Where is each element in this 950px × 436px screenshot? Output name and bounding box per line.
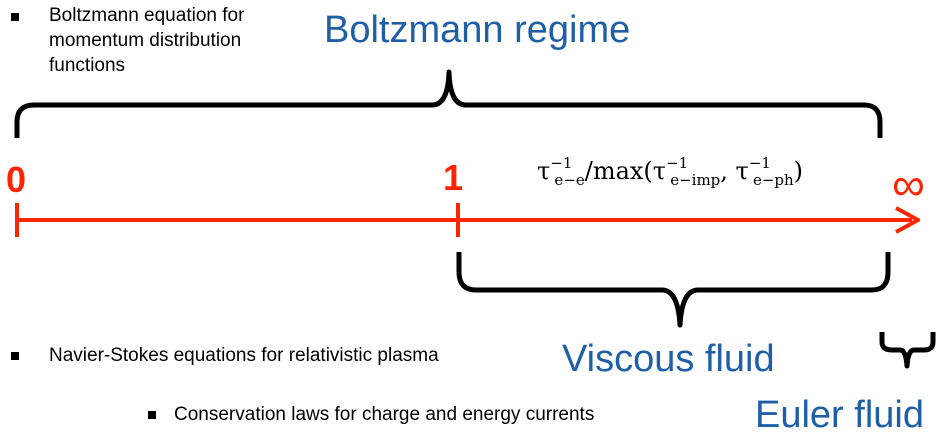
formula-sub-ph: e−ph [752, 171, 794, 189]
formula-sup-2: −1 [666, 154, 689, 172]
axis-label-infinity: ∞ [892, 158, 925, 210]
viscous-fluid-label: Viscous fluid [562, 338, 775, 380]
boltzmann-brace [14, 69, 883, 138]
boltzmann-regime-label: Boltzmann regime [324, 9, 631, 51]
conservation-laws-text: Conservation laws for charge and energy … [174, 404, 595, 425]
top-bullet-line-1: Boltzmann equation for [49, 5, 245, 26]
bullet-marker [11, 13, 19, 21]
formula-sep: , [720, 157, 736, 185]
viscous-brace [456, 252, 891, 328]
formula-tau-2: τ [652, 157, 667, 185]
bullet-marker [148, 411, 156, 419]
scattering-rate-formula: τ−1e−e/max(τ−1e−imp, τ−1e−ph) [537, 148, 803, 195]
formula-tau-3: τ [735, 157, 749, 185]
top-bullet-line-2: momentum distribution [49, 30, 242, 51]
navier-stokes-text: Navier-Stokes equations for relativistic… [49, 345, 439, 366]
formula-tau-1: τ [537, 157, 551, 185]
euler-fluid-label: Euler fluid [755, 394, 924, 436]
formula-max: /max( [584, 157, 653, 185]
formula-sup-1: −1 [550, 154, 573, 172]
formula-sub-imp: e−imp [670, 171, 721, 189]
axis-arrowhead [895, 206, 920, 234]
formula-close: ) [793, 157, 804, 185]
euler-brace [879, 332, 936, 369]
axis-label-zero: 0 [6, 159, 27, 200]
top-bullet-line-3: functions [49, 55, 126, 76]
formula-sup-3: −1 [748, 154, 771, 172]
axis-label-one: 1 [443, 157, 464, 198]
formula-sub-ee: e−e [554, 171, 585, 189]
bullet-marker [11, 352, 19, 360]
top-bullet-text: Boltzmann equation for momentum distribu… [49, 3, 244, 78]
